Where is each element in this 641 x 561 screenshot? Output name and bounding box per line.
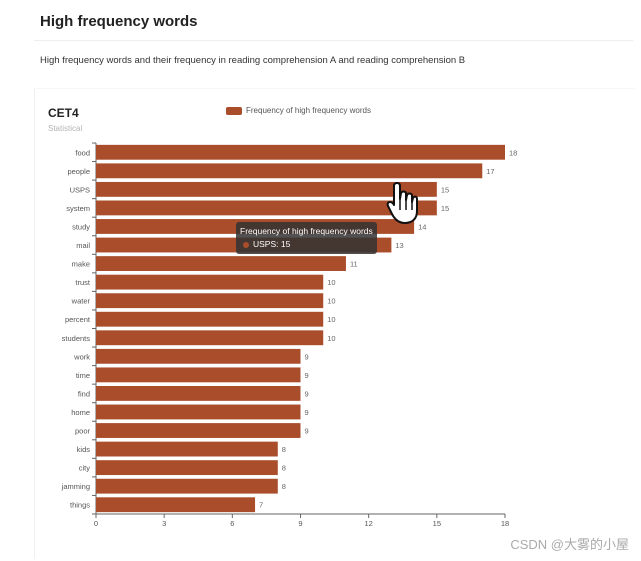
tooltip-value: USPS: 15: [253, 239, 291, 249]
page-description: High frequency words and their frequency…: [40, 55, 466, 66]
data-label: 9: [305, 389, 309, 398]
category-label: kids: [77, 445, 91, 454]
bar-students: [96, 330, 324, 346]
x-tick-label: 9: [298, 519, 302, 528]
title-divider: [34, 40, 633, 41]
category-label: home: [71, 408, 90, 417]
x-tick-label: 0: [94, 519, 98, 528]
category-label: study: [72, 222, 90, 231]
data-label: 10: [327, 278, 335, 287]
category-label: mail: [76, 241, 90, 250]
bar-city: [96, 460, 278, 476]
bar-find: [96, 386, 301, 401]
x-tick-label: 6: [230, 519, 234, 528]
category-label: trust: [75, 278, 91, 287]
chart-tooltip: Frequency of high frequency words USPS: …: [236, 222, 377, 254]
category-label: jamming: [61, 482, 90, 491]
category-label: water: [71, 297, 91, 306]
data-label: 9: [305, 408, 309, 417]
category-label: find: [78, 389, 90, 398]
data-label: 8: [282, 482, 286, 491]
data-label: 18: [509, 148, 517, 157]
data-label: 8: [282, 464, 286, 473]
data-label: 7: [259, 501, 263, 510]
bar-percent: [96, 311, 324, 327]
data-label: 9: [305, 427, 309, 436]
bar-work: [96, 348, 301, 364]
category-label: food: [75, 148, 90, 157]
bar-things: [96, 497, 256, 513]
category-label: students: [62, 334, 91, 343]
bar-kids: [96, 441, 278, 457]
bar-trust: [96, 274, 324, 290]
tooltip-dot: [243, 241, 249, 248]
x-tick-label: 3: [162, 519, 166, 528]
category-label: poor: [75, 427, 91, 436]
bar-usps: [96, 181, 437, 197]
data-label: 15: [441, 185, 449, 194]
category-label: USPS: [70, 185, 90, 194]
chart-title: CET4: [48, 106, 79, 120]
data-label: 13: [395, 241, 403, 250]
data-label: 10: [327, 315, 335, 324]
data-label: 15: [441, 204, 449, 213]
category-label: work: [73, 352, 90, 361]
data-label: 11: [350, 260, 358, 269]
data-label: 14: [418, 222, 426, 231]
legend-label: Frequency of high frequency words: [246, 106, 371, 115]
bar-home: [96, 404, 301, 420]
legend[interactable]: Frequency of high frequency words: [226, 106, 371, 115]
hand-cursor-icon: [386, 182, 418, 224]
bar-system: [96, 200, 437, 216]
data-label: 8: [282, 445, 286, 454]
bar-water: [96, 293, 324, 309]
category-label: city: [79, 464, 91, 473]
bar-food: [96, 144, 505, 160]
data-label: 9: [305, 371, 309, 380]
data-label: 10: [327, 334, 335, 343]
bar-poor: [96, 423, 301, 438]
category-label: people: [67, 167, 90, 176]
category-label: time: [76, 371, 90, 380]
bar-time: [96, 367, 301, 383]
category-label: make: [72, 260, 90, 269]
x-tick-label: 12: [364, 519, 372, 528]
data-label: 9: [305, 352, 309, 361]
bar-make: [96, 256, 346, 271]
category-label: things: [70, 501, 90, 510]
x-tick-label: 18: [501, 519, 509, 528]
page-title: High frequency words: [40, 13, 198, 30]
chart-subtitle: Statistical: [48, 124, 83, 133]
x-tick-label: 15: [433, 519, 441, 528]
legend-swatch: [226, 106, 242, 115]
data-label: 10: [327, 297, 335, 306]
watermark: CSDN @大雾的小屋: [510, 537, 629, 552]
data-label: 17: [486, 167, 494, 176]
bar-jamming: [96, 478, 278, 494]
bar-people: [96, 163, 483, 179]
category-label: system: [66, 204, 90, 213]
tooltip-title: Frequency of high frequency words: [240, 226, 373, 236]
category-label: percent: [65, 315, 91, 324]
chart-card: [34, 88, 635, 559]
